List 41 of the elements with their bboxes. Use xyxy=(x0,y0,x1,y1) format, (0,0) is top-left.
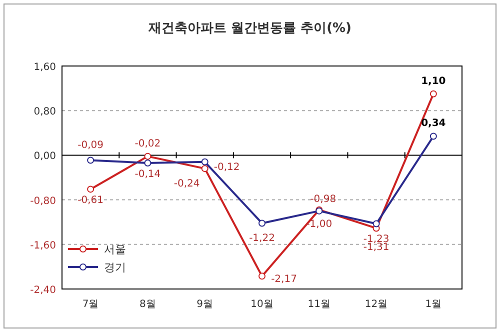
point xyxy=(201,165,208,172)
x-tick-label: 8월 xyxy=(140,299,156,310)
x-tick-label: 12월 xyxy=(364,299,388,310)
data-label: -0,09 xyxy=(78,140,104,152)
x-tick-label: 10월 xyxy=(250,299,274,310)
x-tick-label: 1월 xyxy=(425,299,442,310)
point xyxy=(258,220,266,227)
data-label: 0,34 xyxy=(421,118,446,130)
point xyxy=(430,90,437,98)
data-label: -1,31 xyxy=(363,242,390,254)
data-label: -0,12 xyxy=(214,162,240,173)
y-tick-label: -2,40 xyxy=(30,285,56,296)
point xyxy=(372,220,380,228)
data-label: -1,23 xyxy=(363,234,390,245)
data-label: -0,14 xyxy=(134,169,161,180)
point xyxy=(87,186,94,193)
y-tick-label: -1,60 xyxy=(30,240,56,252)
point xyxy=(144,160,152,167)
data-label: -0,24 xyxy=(174,178,200,190)
point xyxy=(144,152,152,160)
data-label: -0,98 xyxy=(310,194,336,205)
y-tick-label: 0,80 xyxy=(34,106,56,118)
data-label: -2,17 xyxy=(271,274,297,286)
y-tick-label: 1,60 xyxy=(34,62,56,73)
point xyxy=(201,158,208,166)
data-label: -0,02 xyxy=(134,138,161,150)
data-label: -1,00 xyxy=(306,218,332,230)
y-tick-label: 0,00 xyxy=(34,151,56,162)
data-label: -0,61 xyxy=(78,195,104,206)
x-tick-label: 7월 xyxy=(82,299,99,310)
point xyxy=(430,132,437,140)
point xyxy=(87,156,94,164)
data-label: -1,22 xyxy=(249,233,275,244)
y-tick-label: -0,80 xyxy=(30,196,56,207)
data-label: 1,10 xyxy=(421,76,446,87)
x-tick-label: 9월 xyxy=(196,299,214,310)
legend-label: 서울 xyxy=(104,243,126,256)
x-tick-label: 11월 xyxy=(308,299,331,310)
legend-label: 경기 xyxy=(104,261,126,274)
point xyxy=(258,272,266,280)
chart-title: 재건축아파트 월간변동률 추이(%) xyxy=(148,21,352,36)
